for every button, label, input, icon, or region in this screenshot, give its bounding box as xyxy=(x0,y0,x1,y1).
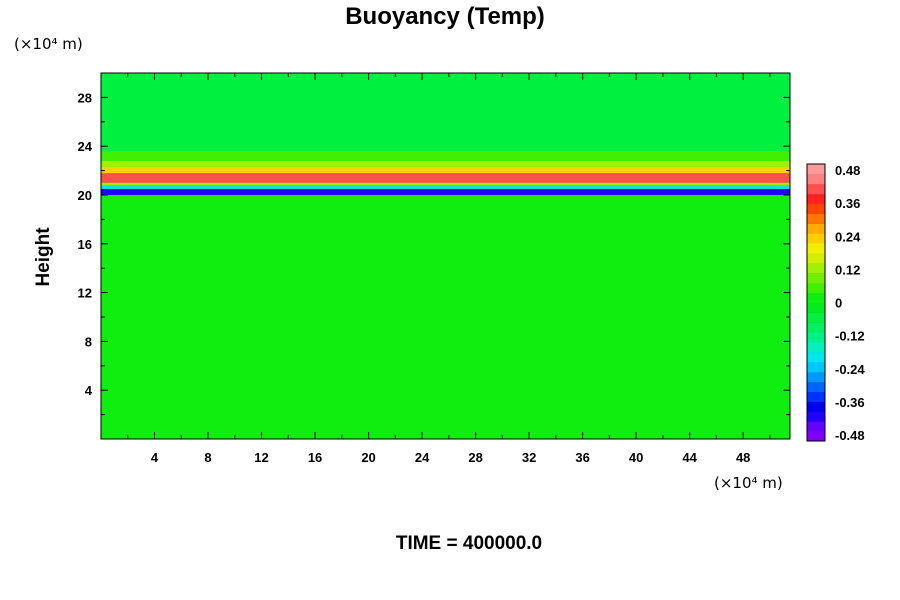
heatmap-band xyxy=(101,73,790,152)
x-tick-label: 44 xyxy=(682,450,697,465)
colorbar-label: 0.36 xyxy=(835,196,860,211)
colorbar-label: 0 xyxy=(835,296,842,311)
colorbar-label: -0.24 xyxy=(835,362,865,377)
colorbar-swatch xyxy=(807,223,825,234)
heatmap-band xyxy=(101,160,790,167)
x-tick-label: 48 xyxy=(736,450,750,465)
y-tick-label: 12 xyxy=(78,286,92,301)
x-tick-label: 20 xyxy=(361,450,375,465)
y-axis-label: Height xyxy=(33,227,54,287)
colorbar-swatch xyxy=(807,361,825,373)
heatmap-field xyxy=(101,73,790,439)
colorbar-swatch xyxy=(807,272,825,284)
heatmap-band xyxy=(101,185,790,189)
colorbar-swatch xyxy=(807,173,825,185)
colorbar-label: -0.36 xyxy=(835,395,865,410)
heatmap-band xyxy=(101,182,790,186)
time-label: TIME = 400000.0 xyxy=(396,533,542,554)
colorbar-swatch xyxy=(807,203,825,214)
x-tick-label: 16 xyxy=(308,450,322,465)
x-tick-label: 36 xyxy=(575,450,589,465)
colorbar-label: 0.48 xyxy=(835,163,860,178)
y-tick-label: 24 xyxy=(78,139,93,154)
x-unit-label: (×10⁴ m) xyxy=(714,474,783,492)
colorbar-swatch xyxy=(807,164,825,175)
colorbar-swatch xyxy=(807,381,825,393)
x-tick-label: 24 xyxy=(415,450,430,465)
y-tick-label: 4 xyxy=(85,383,93,398)
plot-frame xyxy=(100,72,791,440)
colorbar-swatch xyxy=(807,421,825,432)
heatmap-band xyxy=(101,166,790,174)
colorbar-swatch xyxy=(807,233,825,244)
colorbar-swatch xyxy=(807,411,825,422)
colorbar-frame xyxy=(806,163,826,442)
chart-title: Buoyancy (Temp) xyxy=(345,3,545,30)
colorbar-swatch xyxy=(807,312,825,323)
x-tick-label: 40 xyxy=(629,450,643,465)
colorbar-swatch xyxy=(807,292,825,303)
colorbar-swatch xyxy=(807,253,825,264)
colorbar-swatch xyxy=(807,213,825,224)
y-tick-label: 16 xyxy=(78,237,92,252)
colorbar-swatch xyxy=(807,193,825,205)
x-axis: 4 8 12 16 20 24 28 32 36 40 44 48 xyxy=(127,73,771,465)
x-tick-label: 32 xyxy=(522,450,536,465)
colorbar-swatch xyxy=(807,332,825,343)
heatmap-band xyxy=(101,188,790,195)
y-tick-label: 20 xyxy=(78,188,92,203)
x-tick-label: 12 xyxy=(254,450,268,465)
colorbar-swatch xyxy=(807,342,825,353)
colorbar xyxy=(806,163,826,442)
colorbar-swatch xyxy=(807,351,825,363)
colorbar-swatch xyxy=(807,282,825,294)
x-tick-label: 4 xyxy=(151,450,159,465)
colorbar-swatch xyxy=(807,302,825,313)
colorbar-labels: 0.48 0.36 0.24 0.12 0 -0.12 -0.24 -0.36 -0.48 xyxy=(835,163,865,443)
colorbar-label: 0.24 xyxy=(835,229,861,244)
colorbar-swatch xyxy=(807,322,825,333)
colorbar-swatch xyxy=(807,401,825,412)
heatmap-band xyxy=(101,151,790,161)
colorbar-swatch xyxy=(807,431,825,442)
colorbar-label: -0.12 xyxy=(835,329,865,344)
y-axis: 4 8 12 16 20 24 28 xyxy=(78,90,790,416)
colorbar-swatch xyxy=(807,262,825,274)
y-unit-label: (×10⁴ m) xyxy=(14,35,83,53)
colorbar-swatch xyxy=(807,243,825,254)
heatmap-band xyxy=(101,173,790,183)
x-tick-label: 28 xyxy=(468,450,482,465)
y-tick-label: 28 xyxy=(78,90,92,105)
colorbar-swatch xyxy=(807,183,825,195)
y-tick-label: 8 xyxy=(85,334,92,349)
colorbar-swatch xyxy=(807,371,825,383)
x-tick-label: 8 xyxy=(204,450,211,465)
colorbar-label: 0.12 xyxy=(835,262,860,277)
colorbar-swatch xyxy=(807,391,825,402)
colorbar-label: -0.48 xyxy=(835,428,865,443)
